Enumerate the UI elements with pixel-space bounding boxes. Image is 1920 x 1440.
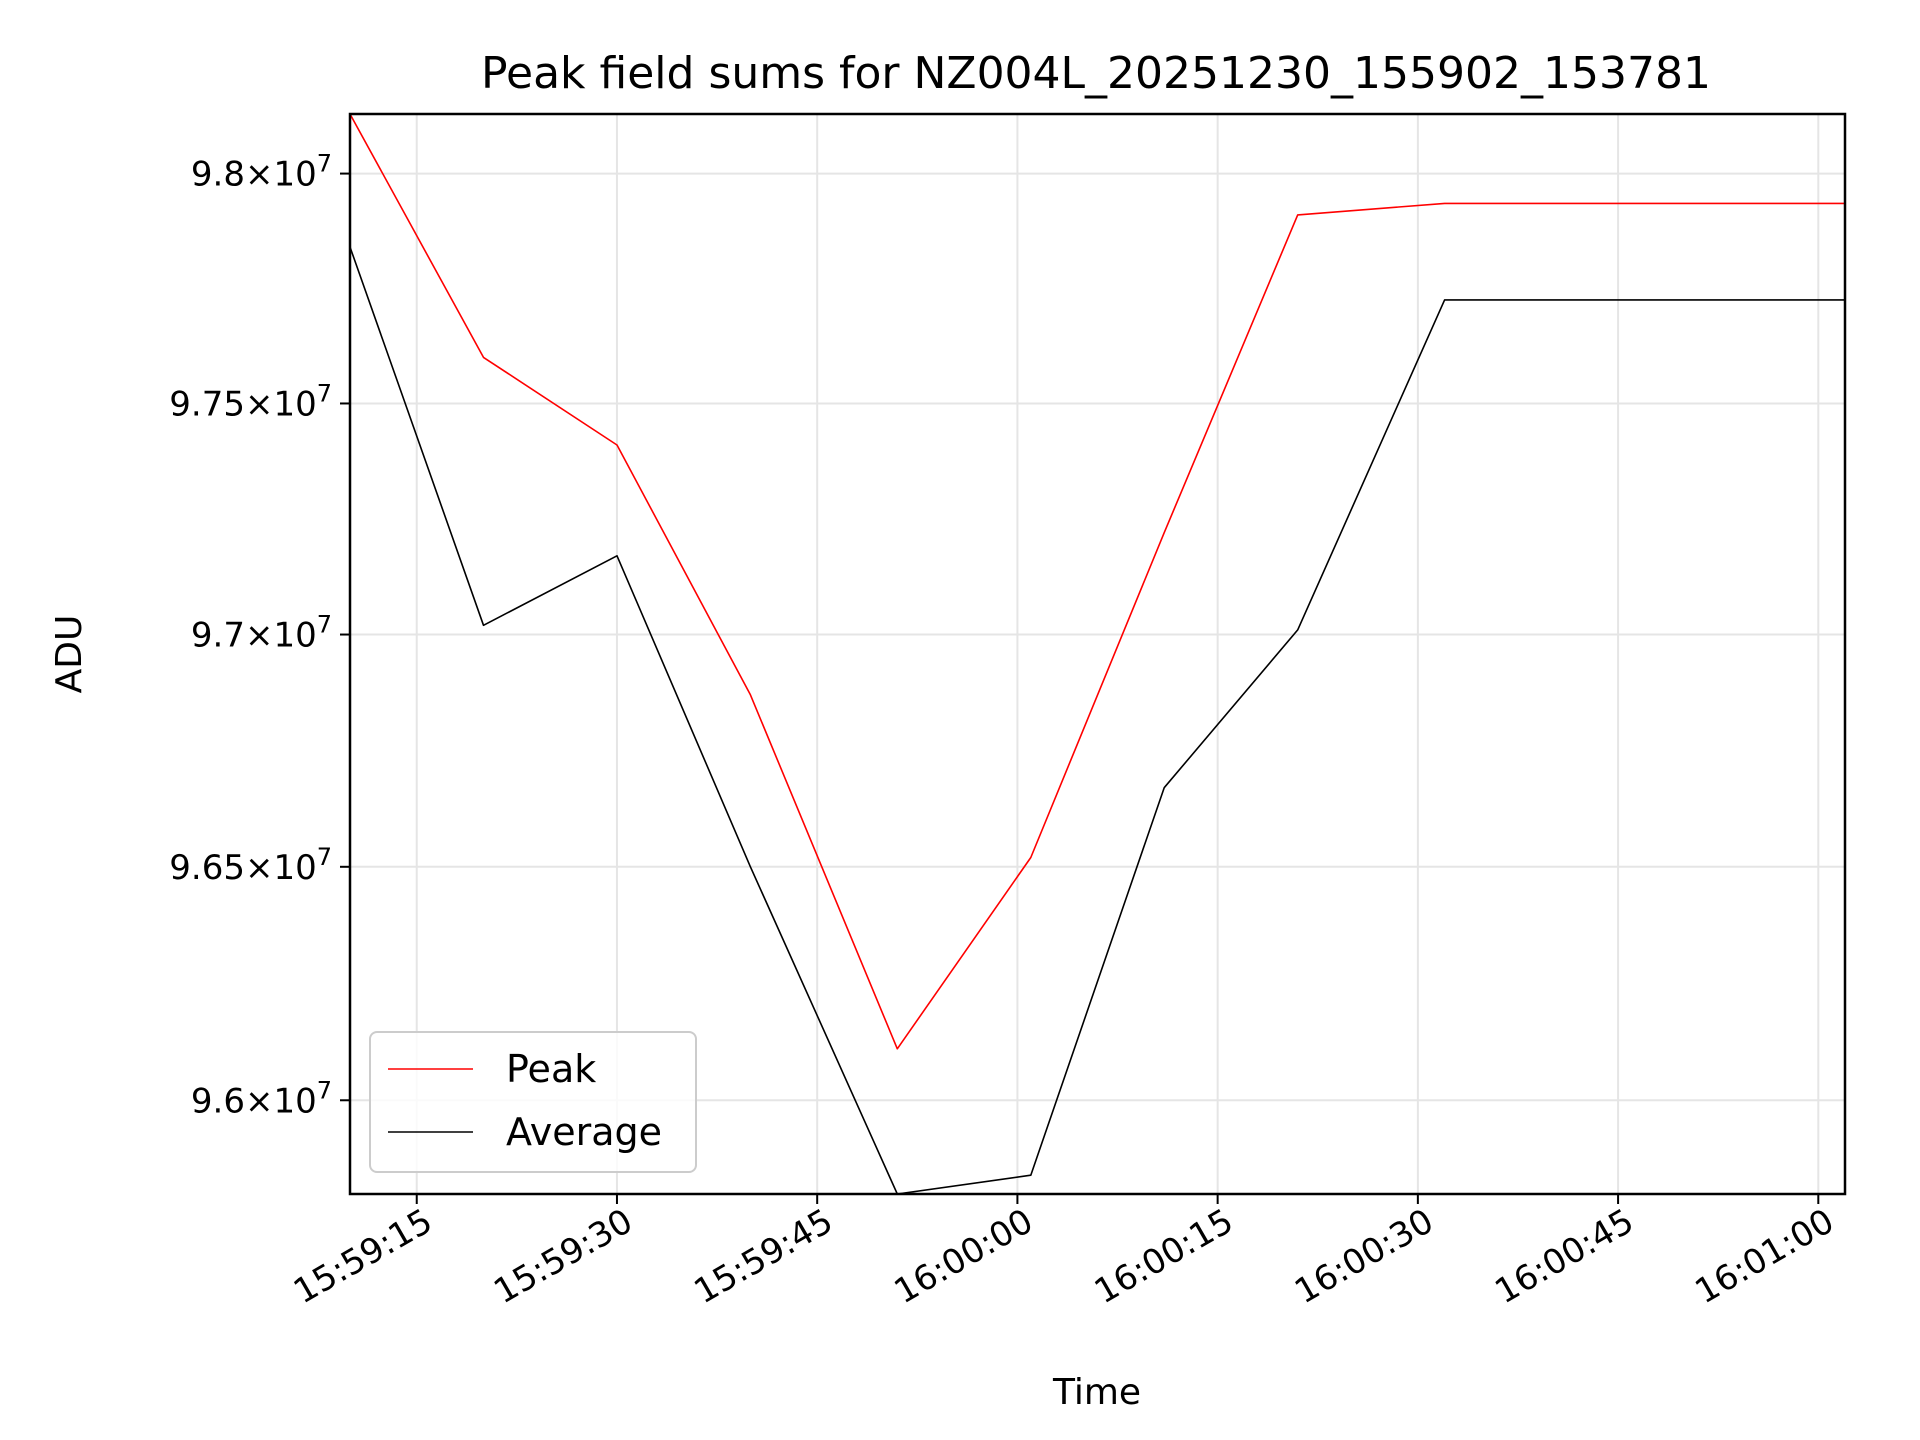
series-layer [350,114,1845,1194]
legend-box [369,1031,697,1173]
y-tick-label: 9.6×107 [191,1076,332,1121]
y-tick-exponent: 7 [317,1076,332,1104]
series-line-average [350,246,1845,1194]
y-axis-title: ADU [49,615,90,694]
y-tick-base: 10 [273,384,316,424]
y-tick-label: 9.75×107 [169,379,332,424]
y-tick-times-sign: × [245,848,274,888]
y-tick-mantissa: 9.75 [169,384,245,424]
y-tick-times-sign: × [245,1081,274,1121]
y-tick-base: 10 [273,848,316,888]
y-tick-label: 9.7×107 [191,611,332,656]
y-tick-label: 9.65×107 [169,843,332,888]
y-tick-exponent: 7 [317,379,332,407]
y-tick-base: 10 [273,155,316,195]
series-line-peak [350,114,1845,1050]
y-tick-base: 10 [273,616,316,656]
y-tick-base: 10 [273,1081,316,1121]
y-tick-mantissa: 9.8 [191,155,245,195]
y-tick-mantissa: 9.7 [191,616,245,656]
y-tick-exponent: 7 [317,843,332,871]
y-tick-mantissa: 9.6 [191,1081,245,1121]
y-tick-times-sign: × [245,616,274,656]
x-gridlines [415,114,1820,1194]
y-tick-times-sign: × [245,155,274,195]
y-tick-times-sign: × [245,384,274,424]
y-tick-exponent: 7 [317,611,332,639]
y-tick-exponent: 7 [317,150,332,178]
x-axis-title: Time [1052,1372,1141,1413]
legend-label-average: Average [506,1110,662,1154]
y-tick-mantissa: 9.65 [169,848,245,888]
legend-label-peak: Peak [506,1047,596,1091]
chart-title: Peak field sums for NZ004L_20251230_1559… [481,48,1711,99]
legend: Peak Average [369,1031,697,1173]
y-tick-label: 9.8×107 [191,150,332,195]
plot-area-frame [348,112,1847,1196]
